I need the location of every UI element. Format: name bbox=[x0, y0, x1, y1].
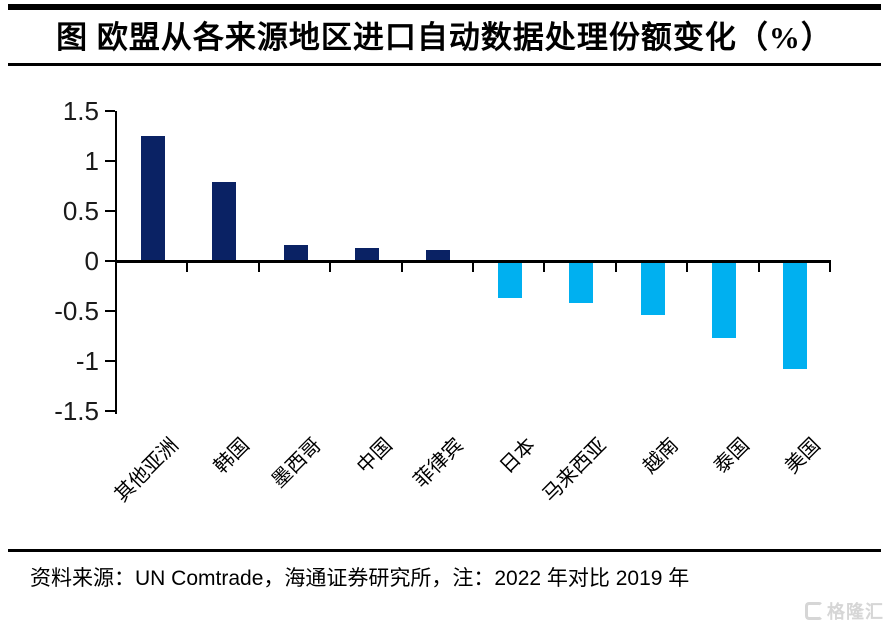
y-tick-label: 1 bbox=[84, 146, 99, 176]
bar-韩国 bbox=[212, 182, 236, 260]
y-axis-tick bbox=[105, 310, 115, 312]
x-axis-tick bbox=[614, 263, 617, 272]
gelonghui-logo-icon bbox=[805, 602, 823, 620]
y-tick-label: -1.5 bbox=[54, 396, 99, 426]
bar-马来西亚 bbox=[569, 263, 593, 303]
x-category-label: 泰国 bbox=[709, 434, 754, 479]
bar-墨西哥 bbox=[284, 245, 308, 260]
y-axis-tick bbox=[105, 410, 115, 412]
y-axis-tick bbox=[105, 360, 115, 362]
x-category-label: 中国 bbox=[352, 434, 397, 479]
x-axis-line bbox=[115, 260, 831, 263]
x-axis-tick bbox=[472, 263, 474, 272]
y-axis-tick bbox=[105, 110, 115, 112]
top-rule bbox=[8, 4, 881, 10]
y-axis-tick bbox=[105, 160, 115, 162]
x-axis-tick bbox=[329, 263, 332, 272]
bar-日本 bbox=[498, 263, 522, 298]
bar-菲律宾 bbox=[426, 250, 450, 260]
y-tick-label: 1.5 bbox=[62, 96, 99, 126]
title-divider-rule bbox=[8, 63, 881, 66]
x-axis-tick bbox=[257, 263, 260, 272]
watermark: 格隆汇 bbox=[805, 598, 884, 624]
x-axis-tick bbox=[543, 263, 546, 272]
x-axis-tick bbox=[186, 263, 189, 272]
x-axis-tick bbox=[829, 263, 831, 272]
footer-divider-rule bbox=[8, 549, 881, 552]
watermark-label: 格隆汇 bbox=[827, 602, 884, 622]
bar-泰国 bbox=[712, 263, 736, 338]
source-note: 资料来源：UN Comtrade，海通证券研究所，注：2022 年对比 2019… bbox=[30, 567, 690, 590]
bar-其他亚洲 bbox=[141, 136, 165, 260]
y-tick-label: 0 bbox=[84, 246, 99, 276]
y-tick-label: -0.5 bbox=[54, 296, 99, 326]
chart-title: 图 欧盟从各来源地区进口自动数据处理份额变化（%） bbox=[56, 20, 833, 55]
y-axis-tick bbox=[105, 210, 115, 212]
x-category-label: 其他亚洲 bbox=[110, 434, 183, 507]
bar-越南 bbox=[641, 263, 665, 315]
y-axis-tick bbox=[105, 260, 115, 262]
bar-中国 bbox=[355, 248, 379, 260]
bar-美国 bbox=[783, 263, 807, 369]
x-axis-tick bbox=[757, 263, 760, 272]
y-tick-label: -1 bbox=[75, 346, 99, 376]
x-axis-tick bbox=[686, 263, 689, 272]
y-tick-label: 0.5 bbox=[62, 196, 99, 226]
x-axis-tick bbox=[400, 263, 403, 272]
